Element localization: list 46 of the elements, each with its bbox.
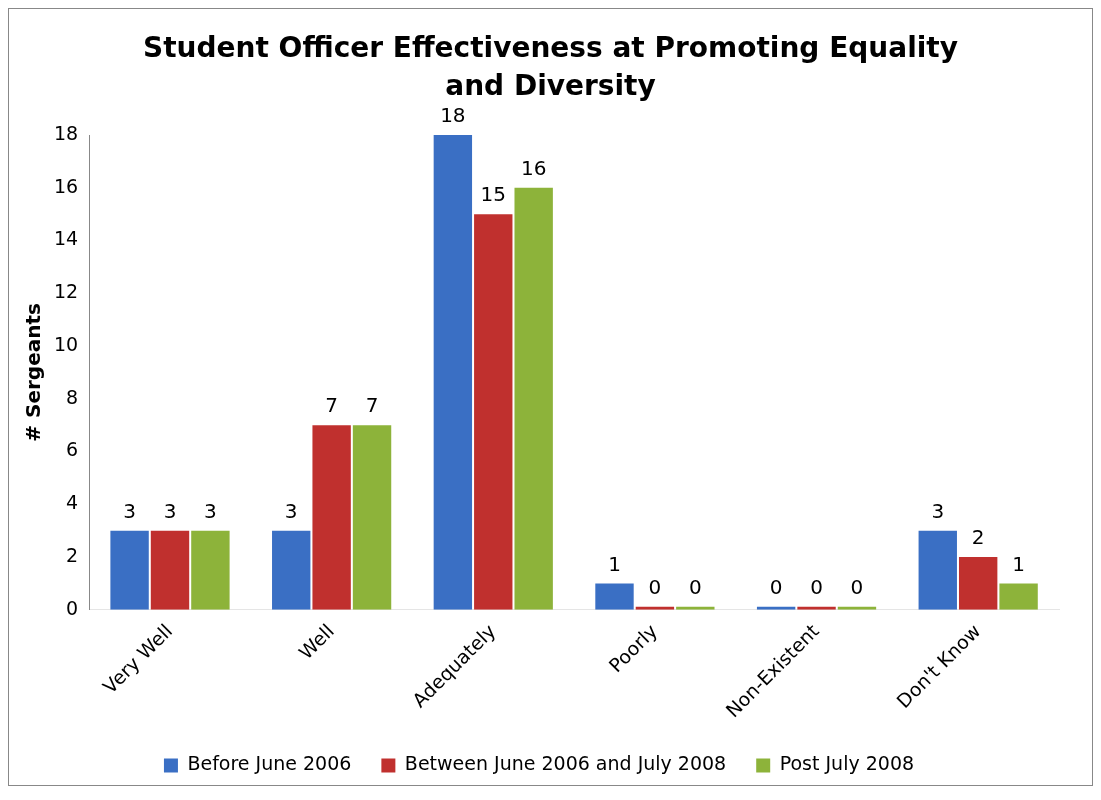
bar	[918, 530, 957, 610]
data-label: 3	[204, 498, 217, 523]
bar	[595, 583, 634, 610]
bar	[474, 214, 513, 610]
bar	[272, 530, 311, 610]
data-label: 18	[440, 103, 466, 128]
y-tick-label: 4	[66, 491, 79, 514]
bar	[352, 425, 392, 610]
bar	[514, 187, 553, 610]
bar	[433, 135, 473, 610]
data-label: 0	[850, 574, 864, 599]
y-axis-title: # Sergeants	[21, 303, 46, 442]
data-label: 0	[648, 574, 662, 599]
data-label: 0	[688, 574, 702, 599]
y-tick-label: 6	[66, 438, 79, 461]
y-tick-label: 14	[53, 227, 79, 250]
data-label: 7	[325, 393, 338, 418]
y-tick-label: 0	[66, 596, 79, 619]
data-label: 2	[971, 525, 985, 550]
y-tick-label: 2	[66, 543, 79, 566]
bar	[150, 530, 190, 610]
bar	[191, 530, 230, 610]
data-label: 1	[608, 551, 621, 576]
y-tick-label: 10	[53, 332, 79, 355]
data-label: 15	[480, 182, 506, 207]
legend-label: Between June 2006 and July 2008	[404, 752, 727, 775]
data-label: 0	[810, 574, 823, 599]
legend-label: Before June 2006	[187, 752, 352, 775]
data-label: 16	[520, 155, 547, 180]
y-tick-label: 8	[66, 385, 79, 408]
data-label: 3	[284, 498, 298, 523]
bar	[110, 530, 149, 610]
data-label: 3	[931, 498, 945, 523]
data-label: 3	[163, 498, 177, 523]
y-tick-label: 18	[53, 121, 79, 144]
bar	[958, 557, 998, 610]
data-label: 1	[1012, 551, 1025, 576]
data-label: 0	[769, 574, 783, 599]
bar	[312, 425, 351, 610]
bar	[999, 583, 1038, 610]
chart-title: Student Officer Effectiveness at Promoting Equality and Diversity	[142, 30, 959, 104]
y-tick-label: 12	[53, 280, 79, 303]
data-label: 7	[365, 393, 379, 418]
legend-label: Post July 2008	[779, 752, 915, 775]
data-label: 3	[123, 498, 136, 523]
y-tick-label: 16	[53, 174, 79, 197]
